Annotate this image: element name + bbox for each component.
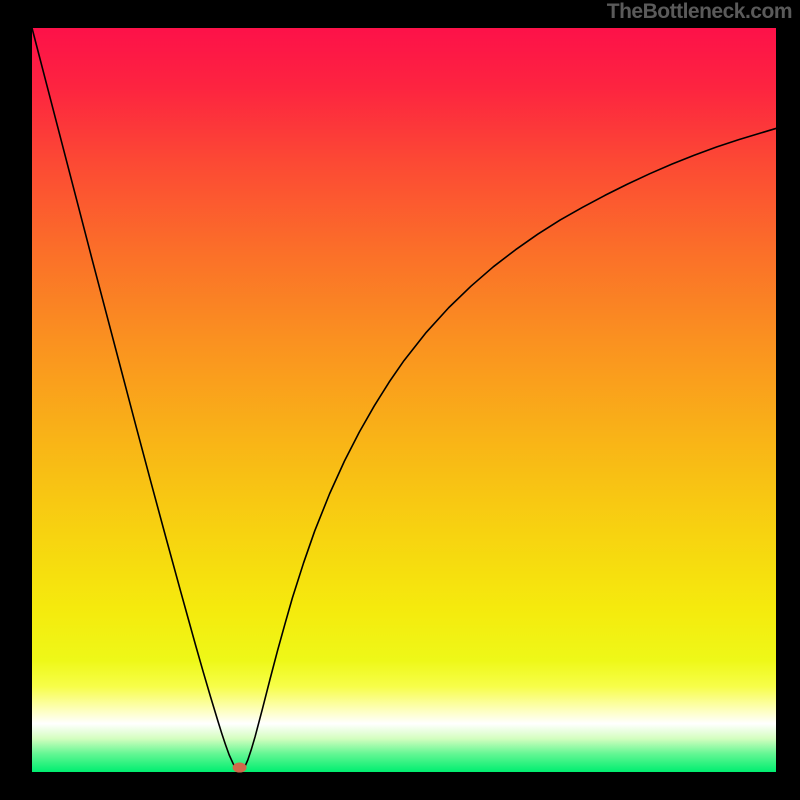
bottleneck-chart bbox=[0, 0, 800, 800]
minimum-marker bbox=[233, 763, 247, 773]
plot-background bbox=[32, 28, 776, 772]
watermark-text: TheBottleneck.com bbox=[607, 0, 792, 24]
